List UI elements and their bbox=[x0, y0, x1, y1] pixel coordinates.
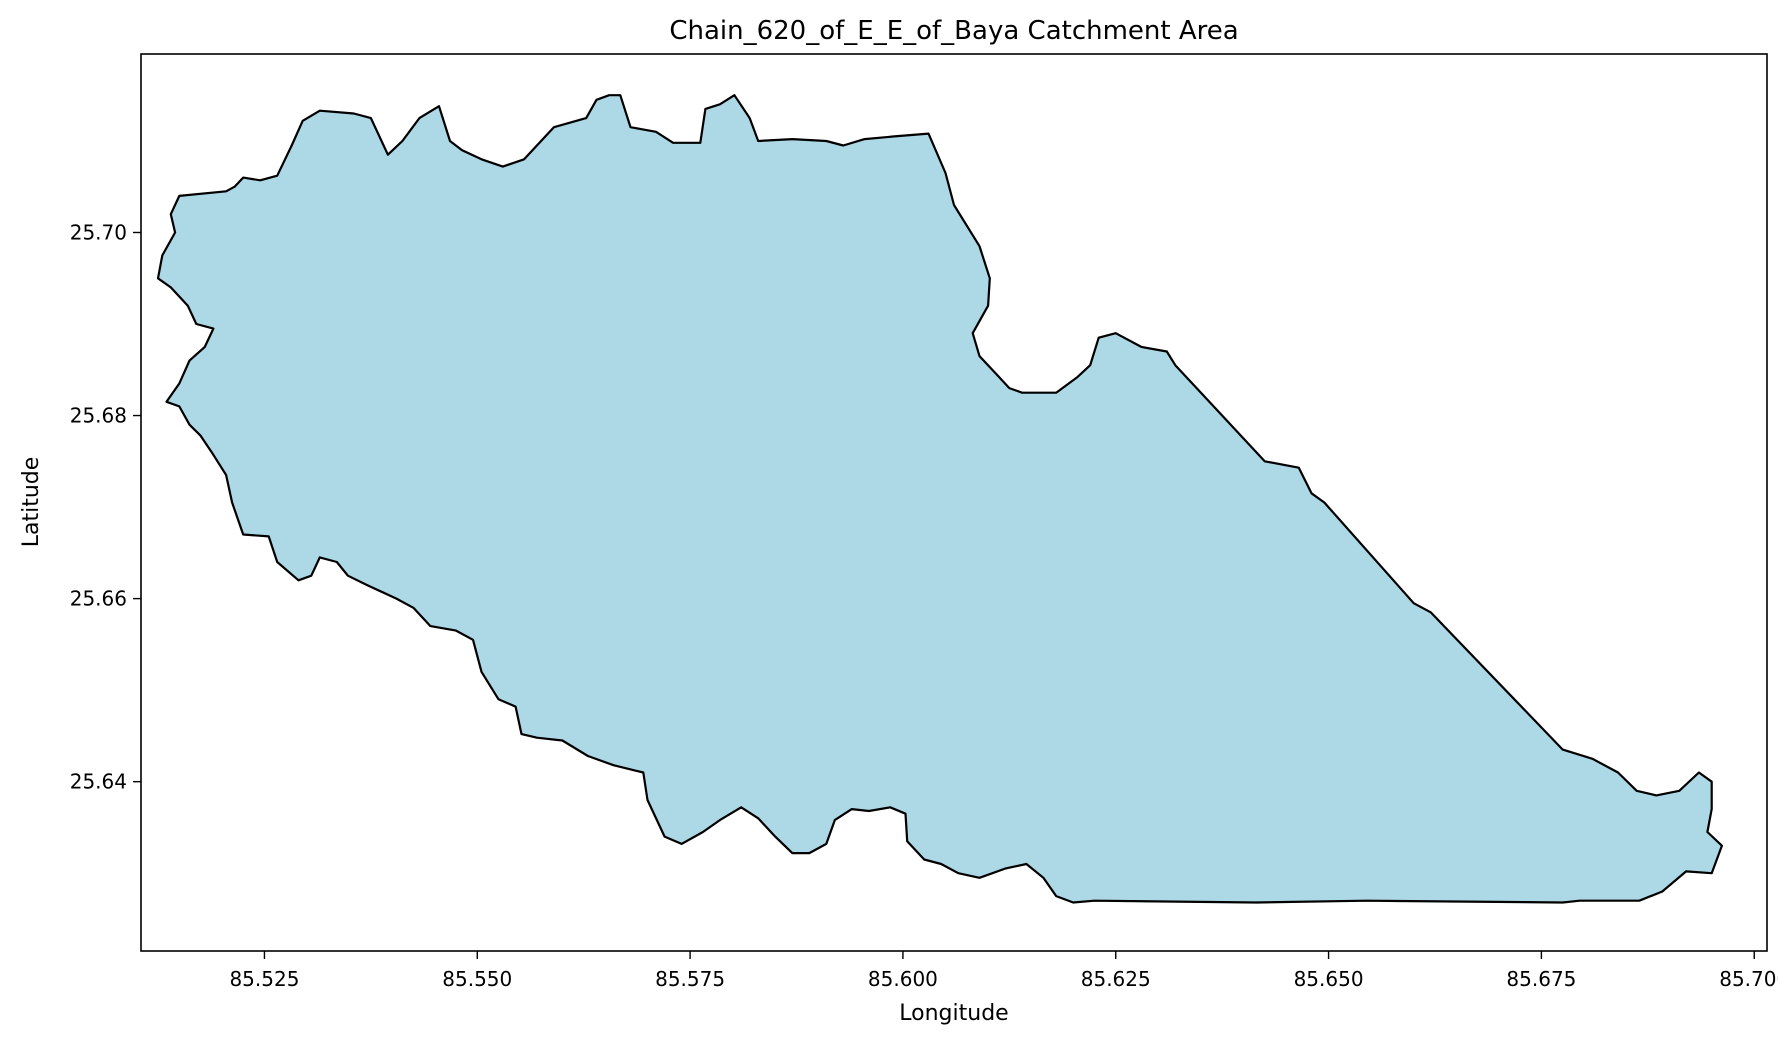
y-axis: 25.64 25.66 25.68 25.70 bbox=[70, 220, 141, 794]
chart-title: Chain_620_of_E_E_of_Baya Catchment Area bbox=[669, 16, 1238, 46]
y-tick-label: 25.70 bbox=[70, 220, 127, 244]
x-tick-label: 85.525 bbox=[229, 967, 299, 991]
x-tick-label: 85.650 bbox=[1294, 967, 1364, 991]
x-tick-label: 85.550 bbox=[442, 967, 512, 991]
y-tick-label: 25.64 bbox=[70, 770, 127, 794]
catchment-polygon bbox=[156, 94, 1724, 904]
x-tick-label: 85.575 bbox=[655, 967, 725, 991]
x-tick-label: 85.700 bbox=[1719, 967, 1778, 991]
x-axis: 85.525 85.550 85.575 85.600 85.625 85.650 85.6… bbox=[229, 951, 1778, 991]
x-tick-label: 85.625 bbox=[1081, 967, 1151, 991]
y-tick-label: 25.66 bbox=[70, 587, 127, 611]
axes-frame bbox=[140, 53, 1768, 952]
x-axis-label: Longitude bbox=[899, 1001, 1008, 1026]
x-tick-label: 85.600 bbox=[868, 967, 938, 991]
y-axis-label: Latitude bbox=[19, 457, 44, 548]
y-tick-label: 25.68 bbox=[70, 404, 127, 428]
plot-area bbox=[156, 94, 1724, 904]
x-tick-label: 85.675 bbox=[1506, 967, 1576, 991]
